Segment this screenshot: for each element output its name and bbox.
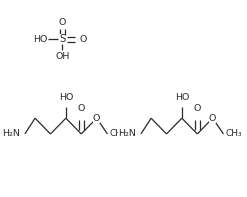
- Text: O: O: [78, 104, 85, 113]
- Text: CH₃: CH₃: [226, 129, 243, 138]
- Text: O: O: [209, 114, 216, 123]
- Text: HO: HO: [33, 35, 48, 44]
- Text: O: O: [93, 114, 100, 123]
- Text: OH: OH: [55, 52, 69, 61]
- Text: S: S: [59, 34, 65, 44]
- Text: HO: HO: [175, 93, 189, 102]
- Text: O: O: [80, 35, 87, 44]
- Text: O: O: [59, 18, 66, 27]
- Text: HO: HO: [59, 93, 73, 102]
- Text: O: O: [194, 104, 201, 113]
- Text: H₂N: H₂N: [118, 129, 136, 138]
- Text: H₂N: H₂N: [2, 129, 20, 138]
- Text: CH₃: CH₃: [110, 129, 126, 138]
